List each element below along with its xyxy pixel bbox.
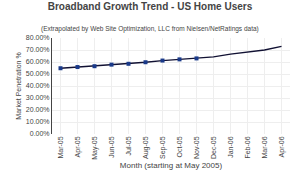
svg-text:60.00%: 60.00%	[26, 58, 50, 65]
svg-text:Apr-06: Apr-06	[278, 136, 286, 157]
svg-text:May-05: May-05	[91, 136, 99, 159]
svg-text:40.00%: 40.00%	[26, 82, 50, 89]
svg-text:Aug-05: Aug-05	[142, 136, 150, 159]
svg-text:Jun-05: Jun-05	[108, 136, 115, 158]
svg-text:Mar-06: Mar-06	[261, 136, 268, 158]
svg-text:Oct-05: Oct-05	[176, 136, 183, 157]
svg-text:70.00%: 70.00%	[26, 46, 50, 53]
svg-text:0.00%: 0.00%	[30, 130, 50, 137]
svg-text:Mar-05: Mar-05	[57, 136, 64, 158]
svg-text:Broadband Growth Trend - US Ho: Broadband Growth Trend - US Home Users	[48, 1, 253, 12]
svg-text:Dec-05: Dec-05	[210, 136, 217, 159]
svg-text:Month (starting at May 2005): Month (starting at May 2005)	[120, 161, 223, 170]
svg-text:Sep-05: Sep-05	[159, 136, 167, 159]
svg-text:Apr-05: Apr-05	[74, 136, 82, 157]
svg-text:Feb-06: Feb-06	[244, 136, 251, 158]
svg-text:50.00%: 50.00%	[26, 70, 50, 77]
svg-text:20.00%: 20.00%	[26, 106, 50, 113]
svg-text:80.00%: 80.00%	[26, 34, 50, 41]
svg-text:Jul-05: Jul-05	[125, 136, 132, 155]
svg-text:Market Penetration %: Market Penetration %	[15, 52, 22, 119]
svg-text:30.00%: 30.00%	[26, 94, 50, 101]
svg-text:Jan-06: Jan-06	[227, 136, 234, 158]
svg-text:10.00%: 10.00%	[26, 118, 50, 125]
svg-text:(Extrapolated by Web Site Opti: (Extrapolated by Web Site Optimization, …	[41, 25, 259, 33]
svg-text:Nov-05: Nov-05	[193, 136, 200, 159]
